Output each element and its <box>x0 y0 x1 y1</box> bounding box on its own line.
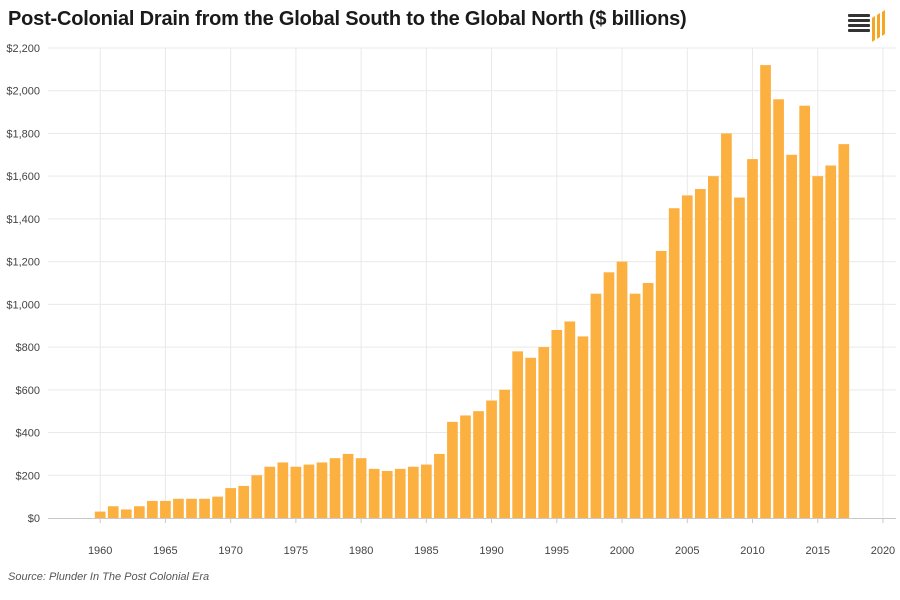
bar <box>486 400 497 518</box>
x-tick-label: 2020 <box>871 545 895 557</box>
x-tick-label: 1985 <box>414 545 438 557</box>
x-tick-label: 1965 <box>153 545 177 557</box>
bar-chart-logo-icon <box>848 10 885 42</box>
bar <box>368 468 380 518</box>
x-tick-label: 1960 <box>88 545 112 557</box>
bar <box>329 458 341 518</box>
bar <box>120 509 132 518</box>
bar <box>420 464 432 518</box>
y-tick-label: $2,200 <box>6 43 40 55</box>
bar <box>590 293 602 518</box>
x-tick-label: 1970 <box>218 545 242 557</box>
bar <box>264 466 276 518</box>
bar <box>277 462 289 518</box>
y-tick-labels: $0 $200 $400 $600 $800 $1,000 $1,200 $1,400 $1,6… <box>6 43 40 525</box>
bar <box>668 208 680 518</box>
bar <box>525 357 537 518</box>
bar <box>721 133 732 519</box>
x-tick-label: 1975 <box>284 545 308 557</box>
x-tick-labels: 1960 1965 1970 1975 1980 1985 1990 1995 2000 2005… <box>88 545 895 557</box>
y-tick-label: $1,800 <box>6 128 40 140</box>
bar <box>94 511 106 518</box>
bar <box>642 283 654 518</box>
y-tick-label: $400 <box>16 428 40 440</box>
x-tick-label: 1980 <box>349 545 373 557</box>
x-tick-label: 2015 <box>805 545 829 557</box>
bar <box>381 471 393 518</box>
bar <box>447 421 458 518</box>
bar <box>812 176 824 518</box>
bar <box>603 272 615 518</box>
bar <box>107 506 119 518</box>
bar <box>512 351 524 518</box>
bar <box>160 500 171 518</box>
x-tick-label: 2005 <box>675 545 699 557</box>
bar <box>708 176 719 518</box>
source-note: Source: Plunder In The Post Colonial Era <box>8 571 210 583</box>
x-tick-label: 2000 <box>610 545 634 557</box>
y-tick-label: $0 <box>28 513 40 525</box>
y-tick-label: $800 <box>16 342 40 354</box>
bar <box>342 453 354 518</box>
axes <box>48 518 896 523</box>
bar <box>616 261 628 518</box>
bar <box>760 65 771 518</box>
bar <box>225 488 236 518</box>
logo-stripes <box>848 14 870 32</box>
bar <box>407 466 419 518</box>
bar <box>238 485 250 518</box>
bar <box>655 250 667 519</box>
y-tick-label: $200 <box>16 470 40 482</box>
bar <box>538 347 550 518</box>
y-tick-label: $600 <box>16 385 40 397</box>
x-tick-label: 2010 <box>740 545 764 557</box>
bars <box>94 65 850 519</box>
x-tick-label: 1990 <box>479 545 503 557</box>
bar <box>394 468 406 518</box>
bar <box>564 321 576 518</box>
bar <box>199 498 210 518</box>
gridlines <box>48 47 896 518</box>
bar <box>473 411 484 518</box>
bar <box>629 293 641 518</box>
bar <box>734 197 745 518</box>
y-tick-label: $1,000 <box>6 299 40 311</box>
bar <box>551 330 563 518</box>
chart-title: Post-Colonial Drain from the Global Sout… <box>8 8 687 30</box>
bar <box>747 159 758 518</box>
bar <box>251 475 263 518</box>
x-tick-label: 1995 <box>545 545 569 557</box>
bar <box>694 189 706 518</box>
bar <box>577 336 589 518</box>
bar <box>173 498 184 518</box>
bar <box>290 466 302 518</box>
y-tick-label: $1,200 <box>6 257 40 269</box>
bar <box>303 464 315 518</box>
bar <box>681 195 693 518</box>
bar <box>147 500 158 518</box>
logo-bars <box>872 10 885 42</box>
bar <box>355 458 367 518</box>
y-tick-label: $2,000 <box>6 86 40 98</box>
bar <box>825 165 837 518</box>
bar <box>799 105 811 518</box>
bar <box>133 506 145 518</box>
bar <box>186 498 197 518</box>
bar <box>786 154 797 518</box>
bar <box>460 415 471 518</box>
bar <box>316 462 328 518</box>
bar <box>499 389 510 518</box>
bar <box>838 144 850 519</box>
y-tick-label: $1,600 <box>6 171 40 183</box>
bar <box>212 496 223 518</box>
y-tick-label: $1,400 <box>6 214 40 226</box>
bar <box>773 99 784 518</box>
bar <box>434 453 445 518</box>
